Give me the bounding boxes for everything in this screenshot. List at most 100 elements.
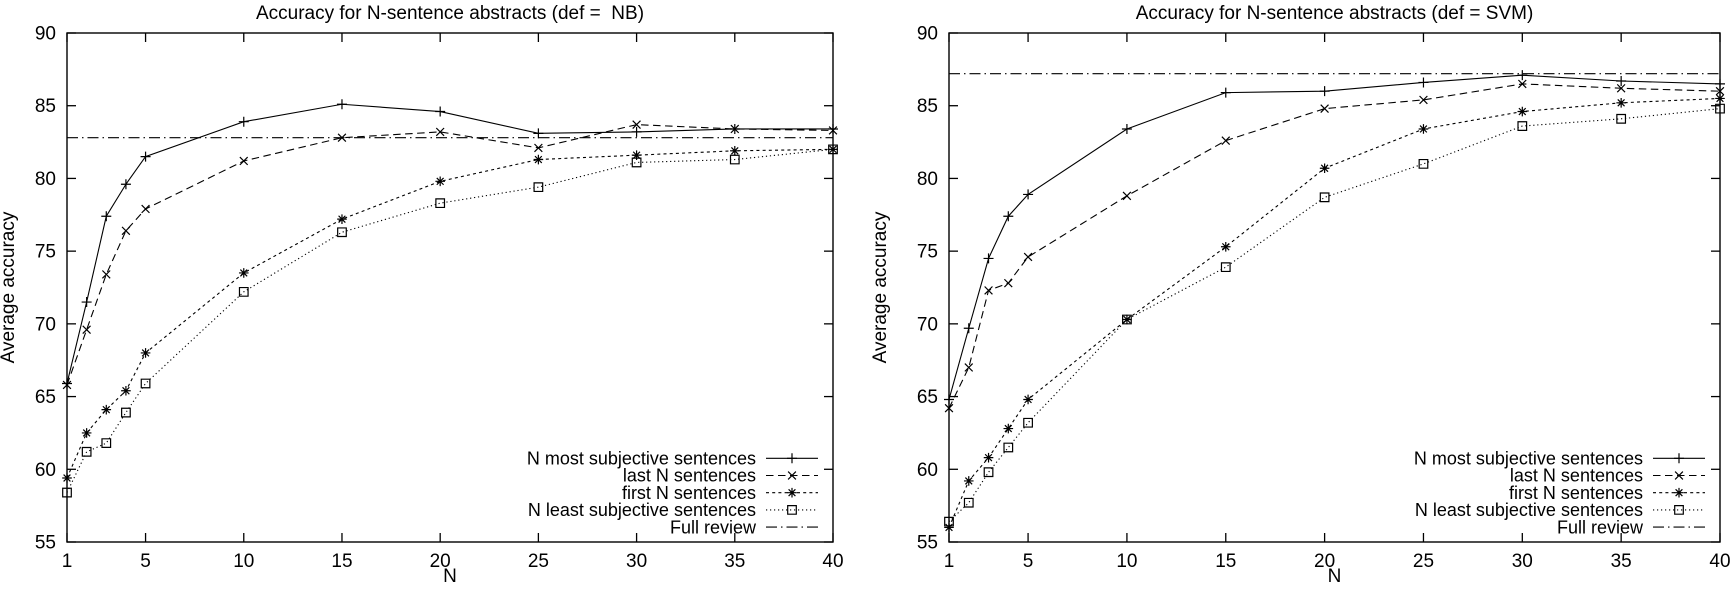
y-tick-label: 55 <box>35 533 56 554</box>
plus-marker <box>1023 189 1034 200</box>
plus-marker <box>435 106 446 117</box>
square-marker <box>533 182 544 193</box>
square-marker <box>1220 262 1231 273</box>
legend-sample-n-least-subjective-sentences <box>1653 505 1705 515</box>
cross-marker <box>1674 471 1684 480</box>
series-line <box>948 74 1721 400</box>
legend-label-n-least-subjective-sentences: N least subjective sentences <box>1415 500 1643 520</box>
plus-marker <box>1715 78 1725 89</box>
series-line <box>66 103 833 384</box>
chart-nb-canvas: Accuracy for N-sentence abstracts (def =… <box>0 3 844 587</box>
series-n-most-subjective-sentences <box>944 70 1725 405</box>
y-tick-label: 85 <box>917 96 938 117</box>
cross-marker <box>944 403 954 413</box>
series-n-least-subjective-sentences <box>62 144 838 498</box>
x-tick-label: 5 <box>140 551 151 572</box>
series-first-n-sentences <box>944 93 1725 533</box>
asterisk-marker <box>828 144 838 155</box>
asterisk-marker <box>1517 106 1528 117</box>
asterisk-marker <box>81 428 92 438</box>
x-tick-label: 25 <box>528 551 549 572</box>
square-marker <box>435 198 446 209</box>
x-tick-label: 20 <box>1314 551 1335 572</box>
chart-title: Accuracy for N-sentence abstracts (def =… <box>256 3 644 24</box>
square-marker <box>62 487 72 498</box>
square-marker <box>983 467 994 478</box>
legend-label-first-n-sentences: first N sentences <box>1509 483 1643 503</box>
plus-marker <box>533 128 544 139</box>
series-first-n-sentences <box>62 144 838 483</box>
plus-marker <box>1418 77 1429 88</box>
square-marker <box>729 154 740 165</box>
asterisk-marker <box>787 487 797 498</box>
square-marker <box>1674 505 1684 515</box>
square-marker <box>787 505 797 515</box>
cross-marker <box>964 363 974 372</box>
square-marker <box>1517 121 1528 131</box>
cross-marker <box>984 286 993 295</box>
series-markers-asterisk <box>62 144 838 483</box>
series-n-most-subjective-sentences <box>62 99 838 389</box>
cross-marker <box>1003 278 1013 288</box>
cross-marker <box>239 156 249 166</box>
square-marker <box>1616 113 1627 124</box>
plus-marker <box>631 126 642 137</box>
x-tick-label: 40 <box>1709 551 1730 572</box>
x-tick-label: 20 <box>430 551 451 572</box>
x-tick-label: 15 <box>331 551 352 572</box>
x-axis-label: N <box>443 566 457 587</box>
tick-marks <box>948 32 1721 543</box>
asterisk-marker <box>1003 423 1014 434</box>
x-tick-label: 30 <box>1512 551 1533 572</box>
square-marker <box>1319 192 1330 203</box>
plus-marker <box>1517 70 1528 81</box>
cross-marker <box>435 127 445 137</box>
plus-marker <box>1674 453 1684 464</box>
cross-marker <box>1221 136 1231 145</box>
square-marker <box>1003 442 1014 453</box>
asterisk-marker <box>121 385 131 396</box>
plus-marker <box>1319 86 1330 97</box>
plus-marker <box>963 323 974 334</box>
asterisk-marker <box>533 154 544 165</box>
series-markers-cross <box>944 79 1725 413</box>
cross-marker <box>141 204 150 214</box>
x-tick-label: 15 <box>1215 551 1236 572</box>
square-marker <box>944 516 954 527</box>
cross-marker <box>62 380 72 390</box>
plus-marker <box>140 151 151 162</box>
cross-marker <box>828 126 838 135</box>
series-line <box>66 148 834 493</box>
y-tick-label: 85 <box>35 96 56 117</box>
square-marker <box>828 144 838 155</box>
y-tick-label: 70 <box>917 314 938 335</box>
cross-marker <box>101 270 111 279</box>
asterisk-marker <box>983 452 994 463</box>
y-tick-label: 75 <box>917 242 938 263</box>
plus-marker <box>828 123 838 134</box>
asterisk-marker <box>238 268 249 278</box>
cross-marker <box>1320 104 1329 113</box>
x-tick-label: 30 <box>626 551 647 572</box>
series-last-n-sentences <box>944 79 1725 413</box>
chart-nb-figure: Accuracy for N-sentence abstracts (def =… <box>0 3 844 587</box>
square-marker <box>101 438 112 449</box>
y-tick-label: 65 <box>917 387 938 408</box>
series-markers-plus <box>944 70 1725 405</box>
x-tick-label: 35 <box>724 551 745 572</box>
series-last-n-sentences <box>62 120 838 390</box>
x-tick-label: 1 <box>62 551 73 572</box>
y-tick-label: 90 <box>35 24 56 45</box>
asterisk-marker <box>1674 487 1684 498</box>
cross-marker <box>632 120 641 129</box>
asterisk-marker <box>1616 98 1626 108</box>
cross-marker <box>1517 79 1527 89</box>
tick-marks <box>66 32 834 543</box>
cross-marker <box>1023 252 1033 262</box>
asterisk-marker <box>1023 394 1033 405</box>
series-line <box>948 83 1721 409</box>
series-markers-cross <box>62 120 838 390</box>
square-marker <box>121 407 131 418</box>
legend-sample-n-most-subjective-sentences <box>766 453 818 464</box>
